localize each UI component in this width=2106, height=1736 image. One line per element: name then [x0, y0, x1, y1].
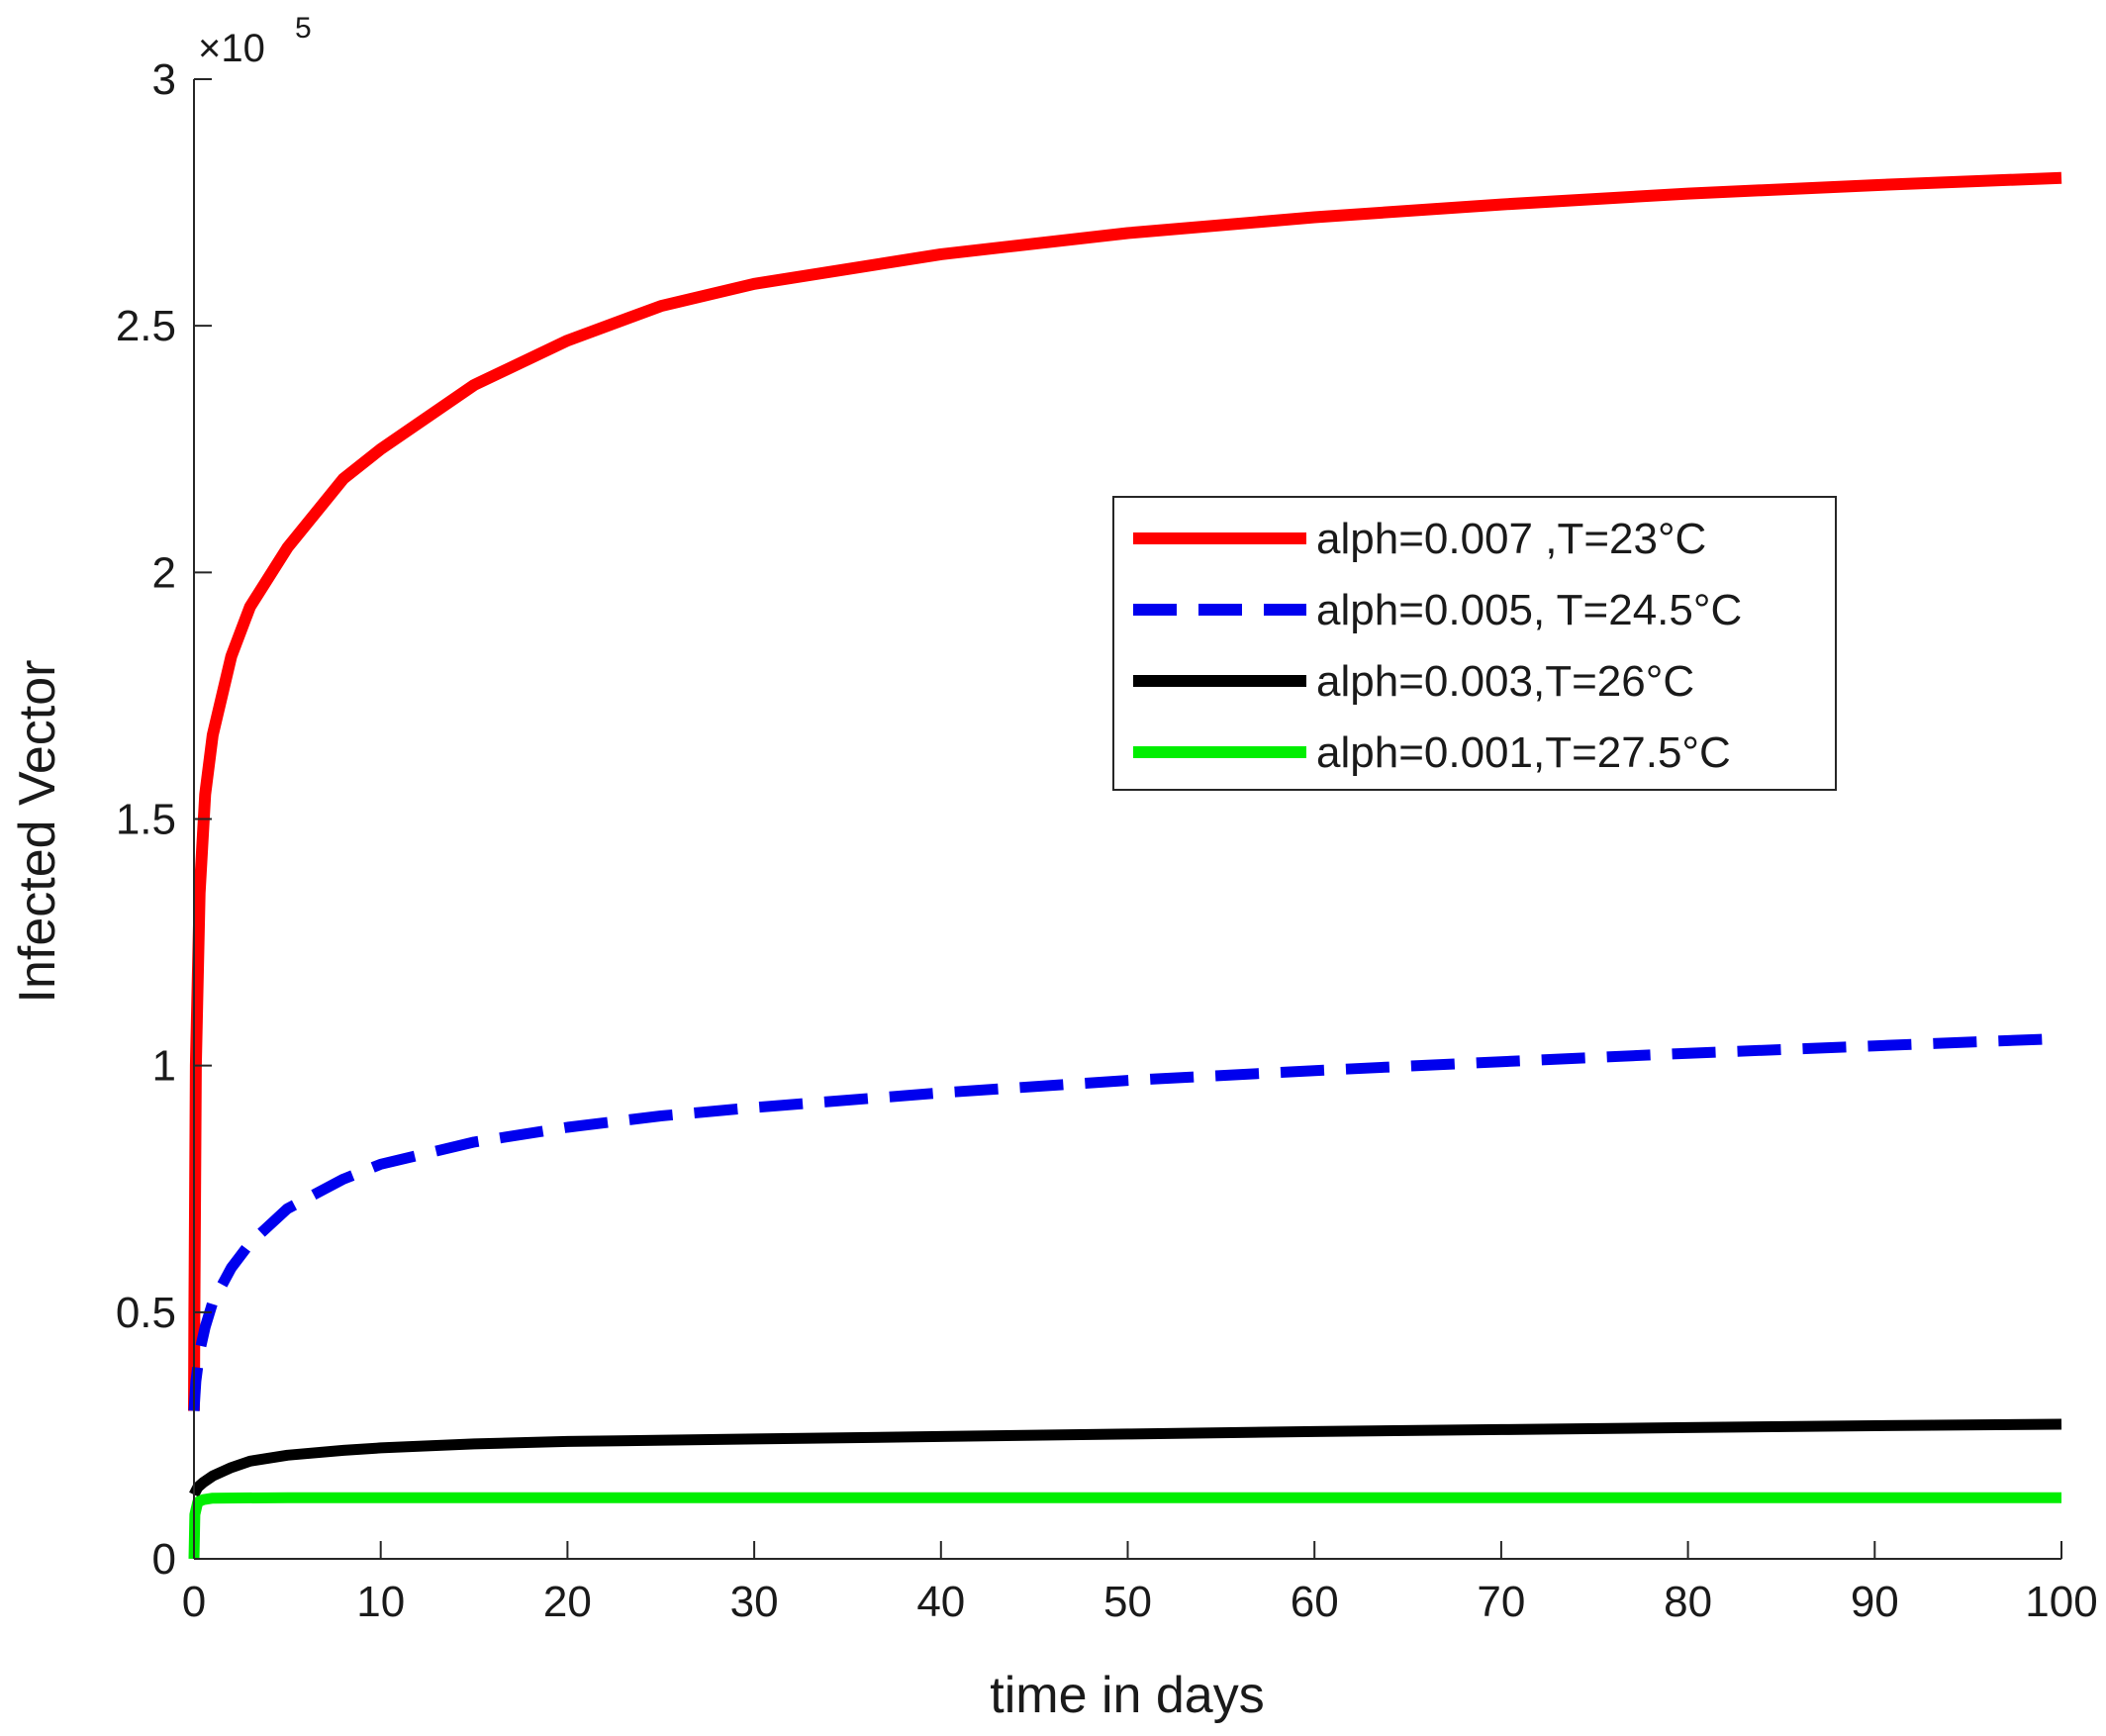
legend-label-2: alph=0.005, T=24.5°C — [1316, 586, 1742, 634]
series-layer — [188, 171, 2062, 1560]
legend-label-1: alph=0.007 ,T=23°C — [1316, 515, 1706, 563]
series-line-4 — [188, 1492, 2061, 1560]
x-tick-label: 30 — [730, 1578, 779, 1626]
x-tick-label: 0 — [182, 1578, 206, 1626]
x-tick-label: 80 — [1664, 1578, 1712, 1626]
y-tick-label: 0 — [152, 1535, 176, 1584]
y-tick-label: 1 — [152, 1042, 176, 1091]
legend-box — [1112, 496, 1837, 791]
x-tick-label: 40 — [916, 1578, 965, 1626]
axes-layer: 0 10 20 30 40 50 60 70 80 90 100 0 0.5 1 1.5 2 2.5 3 ×10 5 — [116, 12, 2098, 1626]
legend-label-3: alph=0.003,T=26°C — [1316, 657, 1694, 706]
y-exponent-power: 5 — [295, 12, 312, 45]
series-line-2 — [188, 1032, 2062, 1411]
legend: alph=0.007 ,T=23°C alph=0.005, T=24.5°C al… — [1112, 496, 1837, 791]
y-tick-label: 2 — [152, 548, 176, 597]
y-exponent-label: ×10 — [198, 27, 265, 70]
x-tick-label: 90 — [1851, 1578, 1899, 1626]
x-tick-label: 60 — [1291, 1578, 1339, 1626]
y-tick-label: 1.5 — [116, 796, 176, 844]
series-line-1 — [188, 171, 2062, 1411]
x-tick-label: 100 — [2025, 1578, 2097, 1626]
y-tick-label: 3 — [152, 55, 176, 104]
y-tick-label: 0.5 — [116, 1289, 176, 1337]
y-tick-label: 2.5 — [116, 302, 176, 350]
x-tick-label: 50 — [1103, 1578, 1152, 1626]
legend-label-4: alph=0.001,T=27.5°C — [1316, 728, 1731, 777]
x-tick-label: 10 — [356, 1578, 405, 1626]
x-axis-title: time in days — [990, 1667, 1264, 1724]
series-line-3 — [189, 1418, 2062, 1497]
x-tick-label: 20 — [543, 1578, 592, 1626]
x-tick-label: 70 — [1477, 1578, 1525, 1626]
y-axis-title: Infected Vector — [9, 660, 66, 1004]
